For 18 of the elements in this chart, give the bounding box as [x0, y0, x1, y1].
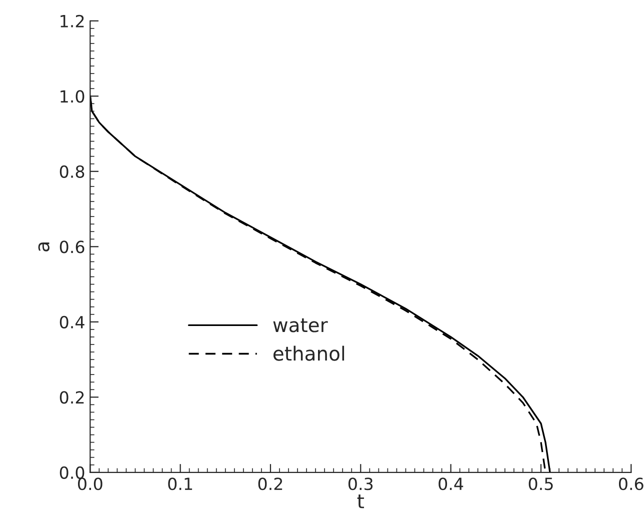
y-axis-title: a: [38, 242, 50, 252]
y-tick-label: 0.6: [60, 240, 84, 254]
y-tick-label: 0.8: [60, 165, 84, 178]
x-tick-label: 0.6: [618, 478, 644, 490]
x-tick-label: 0.3: [348, 478, 373, 490]
y-tick-label: 0.0: [60, 466, 84, 479]
x-tick-label: 0.5: [528, 478, 553, 490]
x-tick-label: 0.1: [168, 478, 192, 490]
x-tick-label: 0.2: [258, 478, 282, 490]
y-tick-label: 0.2: [60, 391, 84, 404]
x-tick-label: 0.4: [438, 478, 464, 490]
x-axis-title: t: [357, 494, 364, 508]
legend-label: ethanol: [273, 346, 344, 361]
y-tick-label: 1.2: [60, 14, 84, 28]
y-tick-label: 1.0: [60, 90, 84, 103]
x-tick-label: 0.0: [78, 478, 102, 490]
y-tick-label: 0.4: [60, 316, 84, 328]
legend-label: water: [273, 318, 328, 332]
